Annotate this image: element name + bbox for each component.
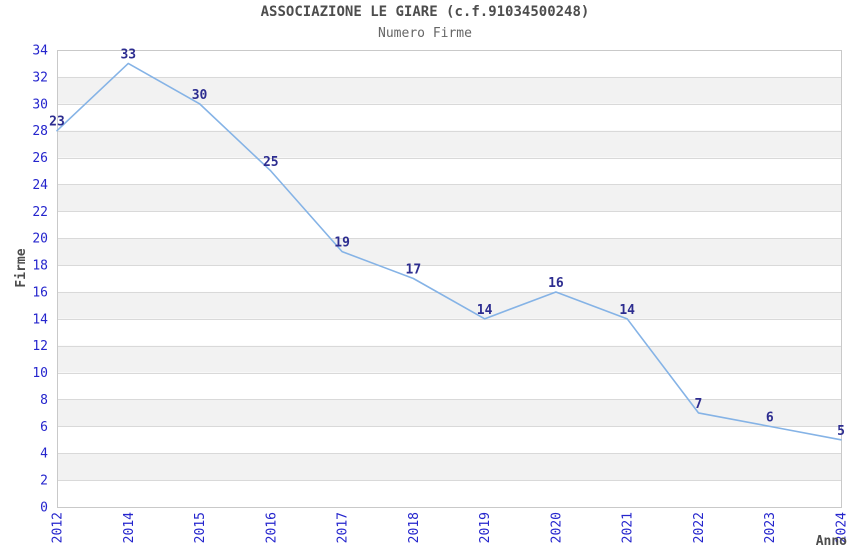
chart-subtitle: Numero Firme (378, 26, 472, 41)
point-label: 33 (120, 47, 136, 62)
y-tick-label: 2 (40, 474, 48, 489)
y-tick-label: 16 (32, 285, 48, 300)
x-tick-label: 2019 (478, 512, 493, 543)
plot-band (57, 318, 841, 346)
y-tick-label: 28 (32, 124, 48, 139)
x-tick-label: 2015 (193, 512, 208, 543)
plot-band (57, 238, 841, 266)
plot-border (57, 50, 842, 508)
plot-band (57, 480, 841, 507)
plot-band (57, 130, 841, 158)
point-label: 17 (406, 263, 422, 278)
y-tick-label: 0 (40, 501, 48, 516)
y-tick-label: 10 (32, 366, 48, 381)
point-label: 25 (263, 155, 279, 170)
y-tick-label: 12 (32, 339, 48, 354)
point-label: 5 (837, 424, 845, 439)
point-label: 19 (334, 236, 350, 251)
y-tick-label: 24 (32, 178, 48, 193)
plot-band (57, 184, 841, 212)
y-tick-label: 30 (32, 97, 48, 112)
y-tick-label: 22 (32, 205, 48, 220)
y-tick-label: 18 (32, 259, 48, 274)
y-tick-label: 4 (40, 447, 48, 462)
y-tick-label: 32 (32, 70, 48, 85)
plot-band (57, 291, 841, 319)
chart-title: ASSOCIAZIONE LE GIARE (c.f.91034500248) (260, 4, 590, 20)
plot-band (57, 345, 841, 373)
x-tick-label: 2021 (621, 512, 636, 543)
plot-band (57, 426, 841, 454)
x-tick-label: 2024 (835, 512, 850, 543)
x-tick-label: 2012 (51, 512, 66, 543)
point-label: 6 (766, 410, 774, 425)
point-label: 16 (548, 276, 564, 291)
x-tick-label: 2023 (763, 512, 778, 543)
point-label: 23 (49, 115, 65, 130)
point-label: 14 (619, 303, 635, 318)
data-line (56, 62, 842, 441)
plot-band (57, 76, 841, 104)
y-tick-label: 34 (32, 44, 48, 59)
point-label: 7 (695, 397, 703, 412)
plot-band (57, 211, 841, 239)
x-tick-label: 2020 (549, 512, 564, 543)
y-tick-label: 26 (32, 151, 48, 166)
x-tick-label: 2018 (407, 512, 422, 543)
y-tick-label: 6 (40, 420, 48, 435)
y-tick-label: 8 (40, 393, 48, 408)
plot-band (57, 399, 841, 427)
x-tick-label: 2017 (336, 512, 351, 543)
plot-band (57, 157, 841, 185)
plot-band (57, 103, 841, 131)
plot-band (57, 372, 841, 400)
point-label: 14 (477, 303, 493, 318)
y-tick-label: 20 (32, 232, 48, 247)
x-tick-label: 2014 (122, 512, 137, 543)
y-tick-label: 14 (32, 312, 48, 327)
plot-band (57, 50, 841, 77)
plot-band (57, 265, 841, 292)
plot-band (57, 453, 841, 481)
x-axis-title: Anno (816, 534, 847, 549)
y-axis-title: Firme (14, 248, 29, 287)
x-tick-label: 2016 (264, 512, 279, 543)
x-tick-label: 2022 (692, 512, 707, 543)
point-label: 30 (192, 88, 208, 103)
